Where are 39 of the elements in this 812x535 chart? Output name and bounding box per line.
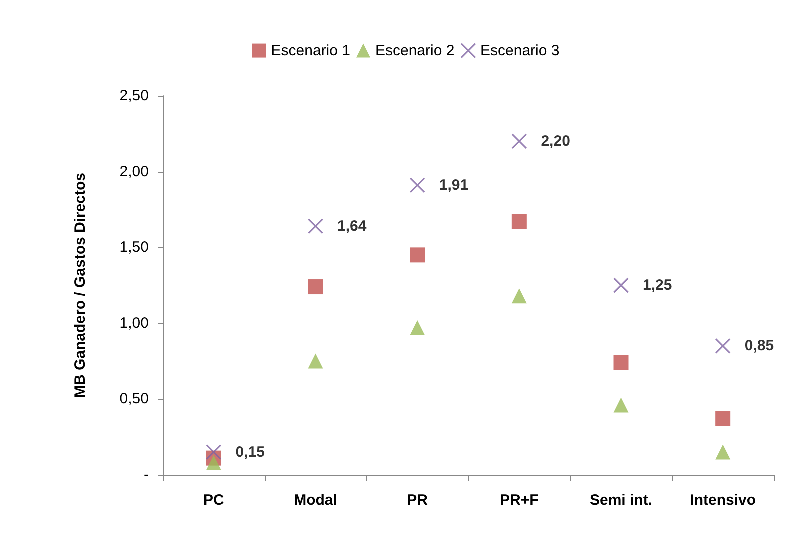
point bbox=[512, 214, 527, 230]
point bbox=[308, 280, 324, 295]
y-tick-label: 2,00 bbox=[120, 163, 149, 180]
point bbox=[308, 218, 324, 234]
data-label: 1,25 bbox=[643, 277, 672, 294]
y-tick-label: 2,50 bbox=[120, 88, 149, 104]
y-axis-title: MB Ganadero / Gastos Directos bbox=[72, 172, 89, 398]
legend-label: Escenario 3 bbox=[480, 42, 560, 60]
x-tick-label: PR bbox=[407, 492, 428, 509]
point bbox=[206, 444, 222, 460]
x-tick-label: Modal bbox=[294, 492, 338, 509]
y-tick-label: 0,50 bbox=[120, 390, 149, 408]
point bbox=[614, 398, 629, 413]
point bbox=[308, 354, 324, 369]
y-tick-label: - bbox=[144, 466, 149, 484]
point bbox=[410, 320, 426, 336]
point bbox=[512, 134, 528, 150]
x-tick-label: PR+F bbox=[500, 492, 539, 509]
legend-label: Escenario 2 bbox=[375, 42, 455, 60]
data-label: 0,15 bbox=[236, 444, 265, 461]
y-tick-label: 1,50 bbox=[120, 239, 149, 256]
point bbox=[716, 411, 731, 426]
point bbox=[512, 288, 527, 304]
legend-label: Escenario 1 bbox=[271, 42, 350, 60]
x-tick-label: Intensivo bbox=[690, 492, 756, 509]
x-tick-label: Semi int. bbox=[590, 492, 653, 509]
data-label: 1,64 bbox=[338, 218, 368, 235]
data-label: 1,91 bbox=[439, 176, 469, 194]
point bbox=[715, 338, 731, 354]
y-tick-label: 1,00 bbox=[120, 314, 149, 332]
point bbox=[410, 178, 426, 194]
point bbox=[614, 355, 629, 370]
data-label: 2,20 bbox=[541, 132, 570, 150]
point bbox=[410, 248, 426, 263]
data-label: 0,85 bbox=[744, 338, 774, 355]
x-tick-label: PC bbox=[203, 492, 224, 509]
point bbox=[716, 444, 731, 460]
point bbox=[206, 455, 222, 470]
point bbox=[613, 278, 630, 294]
